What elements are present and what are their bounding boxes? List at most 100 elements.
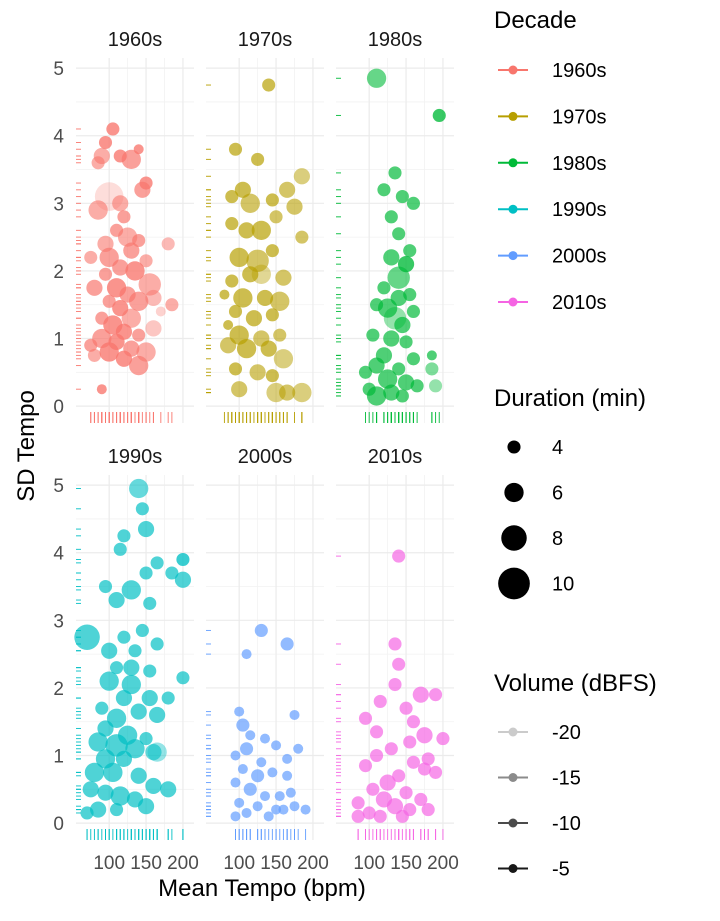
legend-label: -20 — [552, 722, 581, 744]
data-point — [149, 706, 166, 724]
data-point — [383, 307, 407, 330]
data-point — [125, 261, 145, 281]
data-point — [392, 362, 406, 376]
data-point — [110, 803, 124, 817]
data-point — [96, 384, 107, 395]
data-point — [223, 319, 234, 330]
legend-label: 4 — [552, 437, 563, 459]
data-point — [403, 244, 417, 258]
data-point — [260, 791, 270, 802]
data-point — [88, 200, 108, 220]
data-point — [80, 806, 94, 820]
legend-label: 10 — [552, 574, 574, 596]
data-point — [117, 529, 131, 543]
data-point — [74, 624, 100, 650]
data-point — [147, 742, 167, 762]
data-point — [279, 181, 296, 198]
data-point — [392, 227, 406, 241]
data-point — [110, 786, 130, 806]
data-point — [243, 782, 257, 796]
data-point — [429, 765, 443, 779]
data-point — [373, 809, 387, 823]
data-point — [91, 156, 105, 170]
y-tick-label: 4 — [53, 544, 64, 565]
data-point — [262, 78, 276, 92]
data-point — [115, 750, 133, 767]
data-point — [135, 502, 149, 516]
data-point — [370, 725, 384, 739]
data-point — [251, 152, 265, 166]
legend-label: 1960s — [552, 60, 607, 82]
data-point — [386, 798, 404, 815]
data-point — [368, 357, 385, 374]
data-point — [383, 249, 400, 266]
data-point — [270, 291, 290, 311]
data-point — [426, 350, 437, 361]
data-point — [366, 782, 380, 796]
data-point — [366, 68, 387, 88]
x-tick-label: 200 — [297, 853, 329, 874]
data-point — [377, 298, 398, 318]
y-tick-label: 3 — [53, 194, 64, 215]
x-tick-label: 100 — [223, 853, 255, 874]
data-point — [234, 181, 251, 198]
data-point — [97, 720, 114, 737]
data-point — [421, 803, 435, 817]
data-point — [97, 784, 114, 801]
data-point — [285, 787, 296, 798]
legend-label: 8 — [552, 528, 563, 550]
data-point — [246, 249, 269, 272]
data-point — [421, 752, 435, 766]
data-point — [425, 362, 439, 376]
data-point — [351, 809, 365, 823]
data-point — [358, 759, 373, 773]
data-point — [388, 166, 402, 180]
data-point — [275, 269, 292, 286]
data-point — [249, 364, 266, 381]
data-point — [87, 348, 101, 362]
facet-panel-2010s: 2010s 100 150 200 — [336, 446, 459, 874]
data-point — [125, 739, 145, 759]
data-point — [373, 694, 387, 708]
legend-label: 2000s — [552, 246, 607, 268]
data-point — [406, 352, 420, 366]
data-point — [161, 237, 175, 251]
legend-key-volume — [498, 818, 528, 828]
data-point — [397, 374, 415, 391]
x-tick-label: 150 — [260, 853, 292, 874]
data-point — [112, 259, 129, 276]
data-point — [241, 649, 252, 660]
data-point — [383, 330, 400, 347]
y-tick-label: 0 — [53, 814, 64, 835]
data-point — [129, 291, 149, 311]
data-point — [108, 591, 125, 609]
y-tick-label: 2 — [53, 262, 64, 283]
data-point — [150, 637, 164, 651]
data-point — [121, 149, 141, 170]
data-point — [289, 709, 300, 720]
data-point — [358, 711, 373, 725]
data-point — [300, 804, 311, 815]
data-point — [271, 804, 282, 815]
facet-strip-label: 1990s — [108, 446, 163, 468]
legend-key-decade — [498, 251, 528, 261]
data-point — [106, 122, 120, 136]
data-point — [90, 801, 107, 818]
data-point — [416, 727, 433, 744]
data-point — [88, 732, 108, 752]
legend-label: 6 — [552, 483, 563, 505]
data-point — [274, 791, 285, 802]
data-point — [160, 781, 177, 798]
data-point — [115, 689, 133, 707]
data-point — [145, 777, 162, 795]
legend-key-decade — [498, 111, 528, 121]
data-point — [133, 144, 144, 155]
data-point — [251, 264, 271, 284]
data-point — [132, 328, 146, 342]
data-point — [399, 701, 413, 715]
data-point — [295, 230, 309, 244]
legend-key-volume — [498, 773, 528, 782]
data-point — [150, 556, 164, 570]
legend-key-decade — [498, 297, 528, 307]
data-point — [230, 750, 241, 761]
